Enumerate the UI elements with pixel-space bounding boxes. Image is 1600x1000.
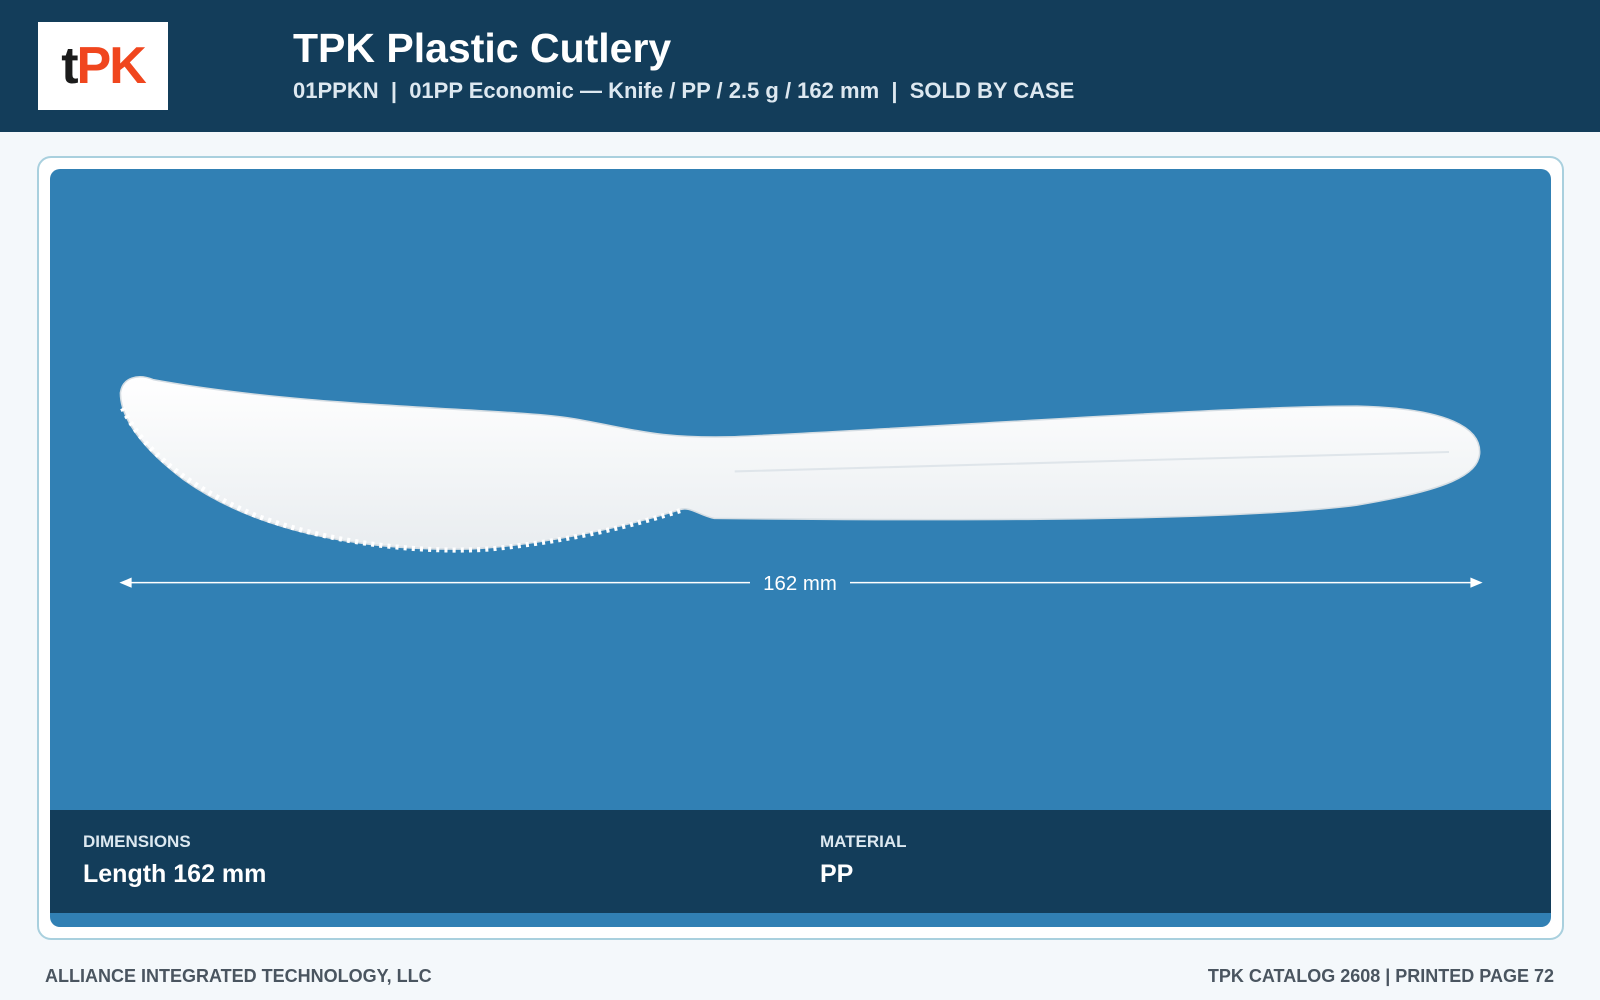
spec-value: Length 162 mm <box>83 860 267 888</box>
spec-value: PP <box>820 860 854 888</box>
knife <box>119 376 1481 550</box>
spec-bar: DIMENSIONS Length 162 mm MATERIAL PP <box>50 810 1551 913</box>
image-panel: DIMENSIONS Length 162 mm MATERIAL PP <box>50 169 1551 927</box>
spec: MATERIAL PP <box>820 832 907 889</box>
dimension-label: 162 mm <box>763 573 837 595</box>
footer-right: TPK CATALOG 2608 | PRINTED PAGE 72 <box>1207 966 1554 986</box>
logo-text: t <box>61 37 78 95</box>
spec-label: DIMENSIONS <box>83 832 191 851</box>
header: t PK TPK Plastic Cutlery 01PPKN | 01PP Ec… <box>0 0 1600 132</box>
title: TPK Plastic Cutlery <box>293 25 672 71</box>
logo-text: PK <box>76 37 147 95</box>
spec: DIMENSIONS Length 162 mm <box>83 832 266 889</box>
subtitle: 01PPKN | 01PP Economic — Knife / PP / 2.… <box>293 78 1075 103</box>
spec-label: MATERIAL <box>820 832 907 851</box>
knife-serration <box>120 407 683 553</box>
knife-groove <box>734 451 1450 473</box>
logo: t PK <box>38 22 168 110</box>
footer-left: ALLIANCE INTEGRATED TECHNOLOGY, LLC <box>45 966 432 986</box>
